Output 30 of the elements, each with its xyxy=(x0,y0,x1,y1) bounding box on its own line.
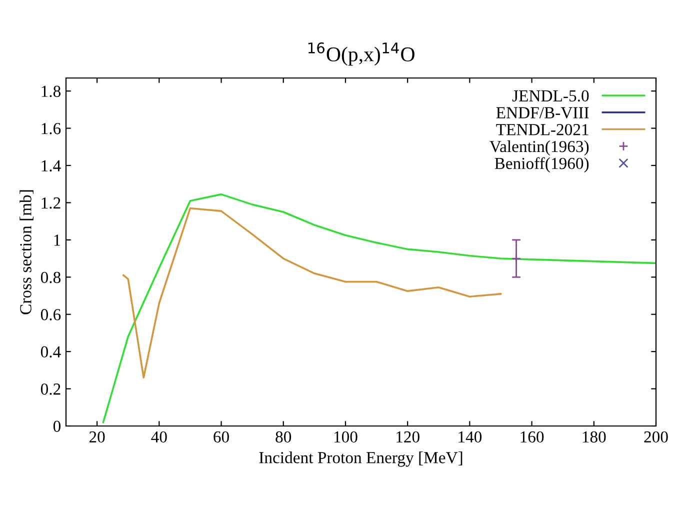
legend-label: Valentin(1963) xyxy=(490,140,589,156)
y-tick-label: 0 xyxy=(53,420,61,432)
chart-title: $^{16}$O(p,x)$^{14}$O xyxy=(308,42,414,66)
x-tick-label: 80 xyxy=(276,431,292,443)
y-axis-title: Cross section [mb] xyxy=(20,190,34,314)
y-tick-label: 0.4 xyxy=(40,346,61,358)
x-tick-label: 100 xyxy=(334,431,358,443)
x-tick-label: 160 xyxy=(520,431,544,443)
y-tick-label: 0.6 xyxy=(40,309,61,320)
x-tick-label: 180 xyxy=(582,431,606,443)
legend-label: Benioff(1960) xyxy=(494,157,589,172)
y-tick-label: 1 xyxy=(54,234,60,246)
y-tick-label: 1.8 xyxy=(42,86,61,98)
legend-label: JENDL-5.0 xyxy=(512,90,589,102)
x-tick-label: 20 xyxy=(89,431,105,443)
y-tick-label: 1.4 xyxy=(42,160,61,172)
x-tick-label: 120 xyxy=(396,431,420,443)
x-tick-label: 140 xyxy=(458,431,482,443)
y-tick-label: 1.6 xyxy=(42,122,61,134)
x-tick-label: 200 xyxy=(644,431,668,443)
line-series xyxy=(102,193,656,424)
x-tick-label: 60 xyxy=(214,431,229,443)
x-tick-label: 40 xyxy=(151,431,167,443)
y-tick-label: 0.2 xyxy=(40,383,60,395)
line-series xyxy=(122,207,502,379)
y-tick-label: 0.8 xyxy=(40,272,61,284)
legend-label: TENDL-2021 xyxy=(496,124,588,136)
x-axis-title: Incident Proton Energy [MeV] xyxy=(259,452,462,467)
y-tick-label: 1.2 xyxy=(42,197,60,209)
legend-label: ENDF/B-VIII xyxy=(496,107,589,118)
